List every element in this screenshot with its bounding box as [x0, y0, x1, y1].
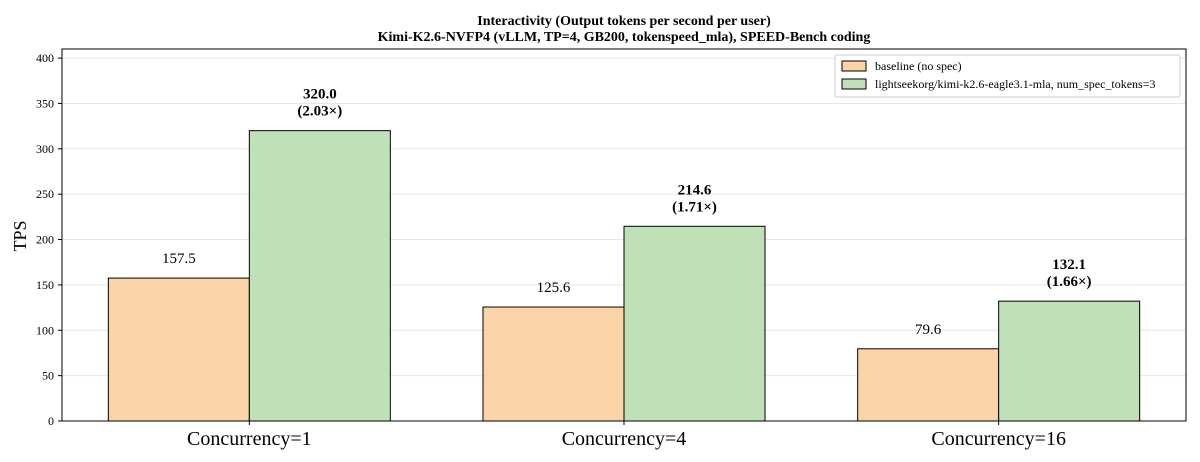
bar — [998, 300, 1141, 422]
bar — [623, 225, 766, 422]
x-tick-label: Concurrency=1 — [187, 428, 312, 450]
data-label: 125.6 — [537, 280, 571, 296]
data-label: 157.5 — [162, 251, 196, 267]
y-tick-label: 350 — [36, 96, 54, 110]
chart-subtitle: Kimi-K2.6-NVFP4 (vLLM, TP=4, GB200, toke… — [378, 30, 871, 45]
labels-layer: 157.5 320.0(2.03×) 125.6 214.6(1.71×) 79.6 13… — [162, 87, 1092, 338]
data-label: 214.6 — [678, 182, 712, 198]
speedup-label: (2.03×) — [297, 104, 342, 120]
legend-label: baseline (no spec) — [875, 59, 962, 73]
data-label: 320.0 — [303, 87, 337, 103]
x-tick-label: Concurrency=4 — [562, 428, 687, 450]
y-tick-label: 100 — [36, 323, 54, 337]
y-tick-label: 50 — [42, 369, 54, 383]
axes-layer: 0 50 100 150 200 250 300 350 400 Concurrency=1 Con… — [36, 48, 1187, 450]
bar — [482, 306, 625, 422]
speedup-label: (1.71×) — [672, 199, 717, 215]
legend-swatch — [841, 78, 867, 90]
y-tick-label: 250 — [36, 187, 54, 201]
chart-title: Interactivity (Output tokens per second … — [477, 14, 771, 29]
plot-frame — [61, 48, 1187, 422]
x-tick-label: Concurrency=16 — [931, 428, 1066, 450]
data-label: 132.1 — [1052, 257, 1086, 273]
legend-swatch — [841, 60, 867, 72]
y-tick-label: 400 — [36, 51, 54, 65]
data-label: 79.6 — [915, 322, 942, 338]
y-tick-label: 150 — [36, 278, 54, 292]
legend-box — [834, 54, 1181, 98]
legend: baseline (no spec) lightseekorg/kimi-k2.6… — [834, 54, 1181, 98]
y-tick-label: 200 — [36, 233, 54, 247]
legend-label: lightseekorg/kimi-k2.6-eagle3.1-mla, num… — [875, 77, 1156, 91]
y-tick-label: 300 — [36, 142, 54, 156]
bar — [248, 130, 391, 422]
speedup-label: (1.66×) — [1047, 274, 1092, 290]
y-tick-label: 0 — [48, 414, 54, 428]
bar — [107, 277, 250, 422]
bar — [857, 348, 1000, 422]
bars-layer — [107, 130, 1141, 422]
y-axis-label: TPS — [10, 220, 30, 251]
